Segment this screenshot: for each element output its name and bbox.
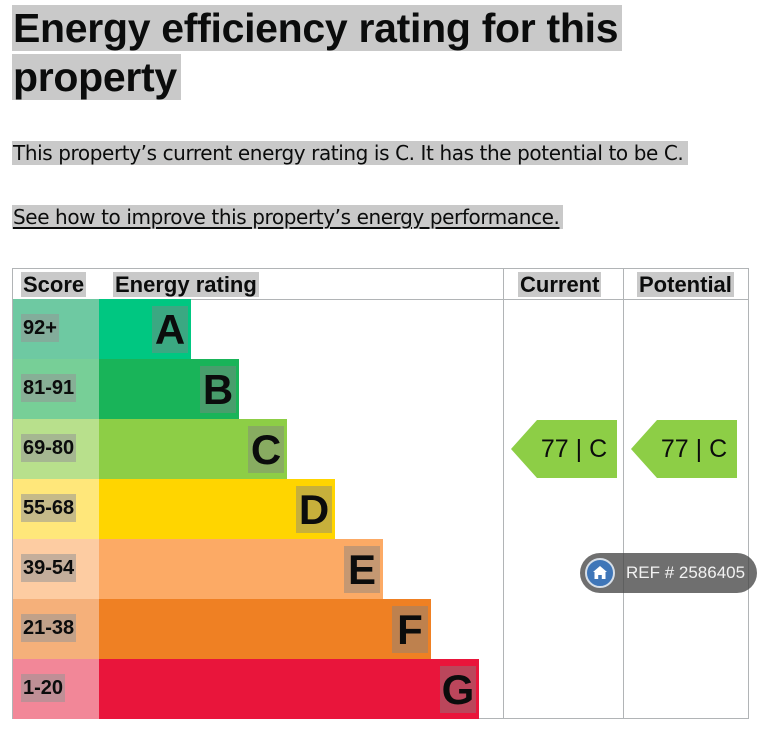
energy-rating-chart: Score Energy rating Current Potential 92…	[12, 268, 749, 719]
band-score-cell: 1-20	[13, 659, 99, 719]
band-bar: F	[99, 599, 431, 659]
current-rating-arrow: 77 | C	[511, 419, 617, 479]
current-rating-value: 77 | C	[540, 435, 608, 463]
band-score-cell: 92+	[13, 299, 99, 359]
band-bar: C	[99, 419, 287, 479]
band-score-label: 81-91	[21, 374, 77, 402]
current-arrow-shape	[511, 420, 617, 478]
current-header: Current	[518, 272, 602, 297]
band-letter: B	[200, 366, 236, 413]
band-letter: C	[248, 426, 284, 473]
rating-band-c: 69-80 C	[13, 419, 503, 479]
band-bar: B	[99, 359, 239, 419]
potential-rating-arrow: 77 | C	[631, 419, 737, 479]
band-score-label: 92+	[21, 314, 59, 342]
band-score-cell: 69-80	[13, 419, 99, 479]
rating-band-a: 92+ A	[13, 299, 503, 359]
potential-rating-value: 77 | C	[660, 435, 728, 463]
potential-header: Potential	[637, 272, 734, 297]
band-bar: D	[99, 479, 335, 539]
reference-number: REF # 2586405	[626, 563, 746, 582]
band-letter: D	[296, 486, 332, 533]
band-letter: F	[392, 606, 428, 653]
rating-band-f: 21-38 F	[13, 599, 503, 659]
page-title: Energy efficiency rating for this proper…	[12, 4, 623, 102]
rating-band-b: 81-91 B	[13, 359, 503, 419]
column-divider-current	[503, 269, 504, 718]
rating-summary: This property’s current energy rating is…	[12, 138, 689, 168]
band-bar: E	[99, 539, 383, 599]
band-score-cell: 39-54	[13, 539, 99, 599]
column-divider-potential	[623, 269, 624, 718]
band-letter: E	[344, 546, 380, 593]
band-score-label: 21-38	[21, 614, 77, 642]
header-divider	[13, 299, 748, 300]
band-bar: G	[99, 659, 479, 719]
home-icon	[585, 558, 615, 588]
reference-watermark: REF # 2586405	[580, 553, 757, 593]
band-score-label: 55-68	[21, 494, 77, 522]
energy-rating-header: Energy rating	[113, 272, 259, 297]
rating-band-e: 39-54 E	[13, 539, 503, 599]
band-letter: G	[440, 666, 476, 713]
score-header: Score	[21, 272, 87, 297]
band-score-cell: 81-91	[13, 359, 99, 419]
band-score-label: 69-80	[21, 434, 77, 462]
band-score-label: 1-20	[21, 674, 66, 702]
band-score-label: 39-54	[21, 554, 77, 582]
potential-arrow-shape	[631, 420, 737, 478]
improve-performance-link[interactable]: See how to improve this property’s energ…	[12, 202, 564, 232]
band-letter: A	[152, 306, 188, 353]
band-score-cell: 21-38	[13, 599, 99, 659]
rating-band-d: 55-68 D	[13, 479, 503, 539]
rating-band-g: 1-20 G	[13, 659, 503, 719]
band-score-cell: 55-68	[13, 479, 99, 539]
band-bar: A	[99, 299, 191, 359]
